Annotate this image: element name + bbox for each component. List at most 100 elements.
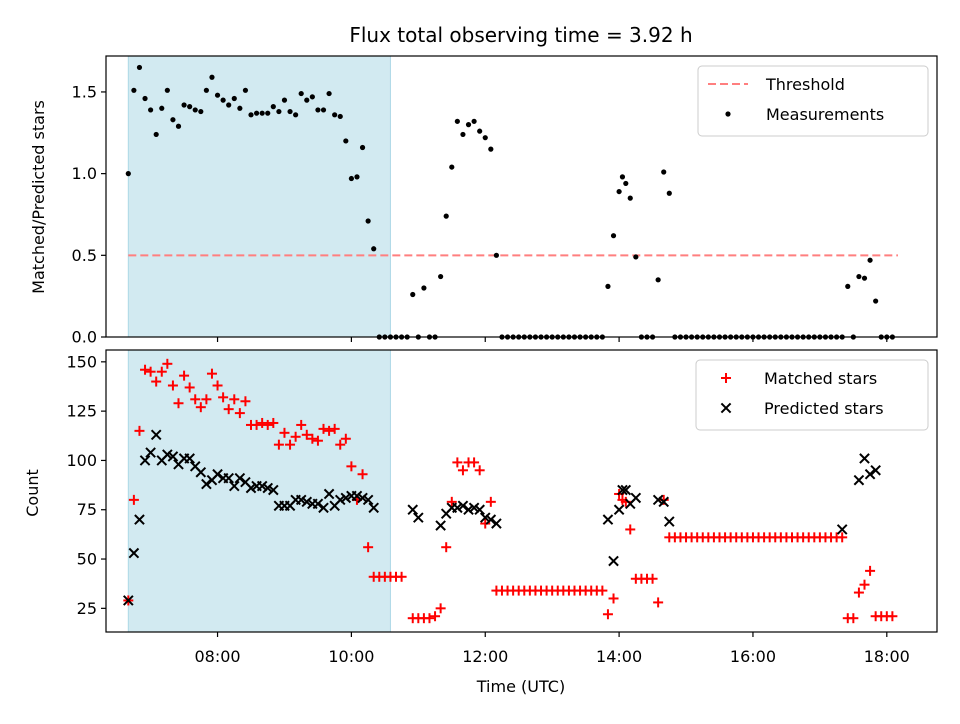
data-point (337, 113, 343, 120)
data-point (658, 496, 670, 508)
x-tick-label: 18:00 (864, 647, 910, 666)
data-point (354, 174, 360, 180)
x-tick-label: 12:00 (462, 647, 508, 666)
data-point (340, 492, 352, 504)
data-point (343, 138, 349, 144)
x-tick-label: 08:00 (194, 647, 240, 666)
data-point (323, 488, 335, 500)
data-point (184, 453, 195, 464)
legend-swatch (721, 373, 731, 383)
legend-box (695, 359, 929, 431)
legend-label: Predicted stars (764, 399, 884, 418)
data-point (257, 417, 268, 428)
legend: Threshold Measurements (697, 65, 929, 137)
data-point (307, 433, 318, 444)
data-point (460, 131, 466, 138)
data-point (206, 368, 217, 379)
y-axis-label-top: Matched/Predicted stars (29, 100, 48, 294)
data-point (131, 87, 137, 93)
data-point (368, 502, 380, 514)
data-point (242, 87, 249, 93)
data-point (198, 108, 204, 115)
data-point (139, 455, 151, 466)
data-point (873, 298, 879, 304)
data-point (159, 105, 165, 111)
data-point (859, 579, 870, 590)
data-point (265, 110, 271, 116)
top-panel: 0.0 0.5 1.0 1.5 Threshold Measurements (72, 55, 938, 347)
data-point (218, 392, 229, 403)
x-tick-label: 14:00 (596, 647, 642, 666)
data-point (870, 464, 881, 476)
legend-swatch (720, 402, 732, 414)
data-point (318, 502, 329, 514)
data-point (485, 496, 496, 507)
data-point (655, 277, 661, 283)
data-point (140, 364, 151, 375)
data-point (887, 611, 898, 622)
data-point (301, 496, 313, 508)
data-point (312, 435, 323, 446)
data-point (469, 457, 480, 468)
data-point (315, 107, 321, 113)
data-point (608, 593, 619, 604)
data-point (156, 366, 167, 377)
data-point (627, 195, 633, 201)
legend-swatch (725, 111, 731, 117)
axes-frame (105, 349, 938, 633)
data-point (465, 122, 472, 128)
data-point (351, 490, 363, 502)
data-point (493, 252, 500, 258)
data-point (357, 492, 368, 504)
data-point (623, 180, 629, 187)
data-point (167, 451, 179, 462)
data-point (262, 482, 274, 494)
data-point (359, 144, 366, 151)
data-point (142, 95, 148, 102)
data-point (245, 482, 257, 494)
data-point (285, 439, 296, 450)
data-point (457, 500, 469, 512)
data-point (220, 97, 226, 103)
data-point (293, 112, 299, 118)
data-point (214, 92, 221, 98)
data-point (234, 408, 245, 419)
data-point (148, 107, 154, 113)
data-point (237, 105, 243, 111)
data-point (240, 396, 251, 407)
data-point (324, 425, 335, 436)
data-point (468, 502, 480, 514)
legend-box (697, 65, 929, 137)
data-point (482, 135, 488, 141)
data-point (463, 504, 474, 516)
data-point (630, 492, 642, 504)
data-point (150, 429, 162, 441)
data-point (128, 547, 140, 559)
data-point (491, 518, 502, 529)
data-point (474, 504, 485, 516)
data-point (362, 494, 374, 506)
data-point (480, 518, 491, 529)
y-tick-label: 25 (77, 599, 97, 618)
data-point (454, 118, 460, 124)
data-point (485, 514, 497, 525)
observing-interval-shade (127, 55, 391, 338)
data-point (268, 417, 279, 428)
data-point (613, 504, 625, 516)
data-point (837, 532, 848, 543)
data-point (853, 587, 864, 598)
data-point (430, 611, 441, 622)
data-point (424, 613, 435, 624)
data-point (407, 504, 419, 516)
data-point (229, 394, 240, 405)
data-point (298, 90, 304, 97)
data-point (452, 457, 463, 468)
data-point (251, 419, 262, 430)
data-point (859, 453, 870, 464)
data-point (435, 520, 446, 531)
data-point (201, 478, 212, 490)
data-point (856, 273, 862, 280)
y-tick-label: 50 (77, 550, 97, 569)
data-point (602, 609, 613, 620)
